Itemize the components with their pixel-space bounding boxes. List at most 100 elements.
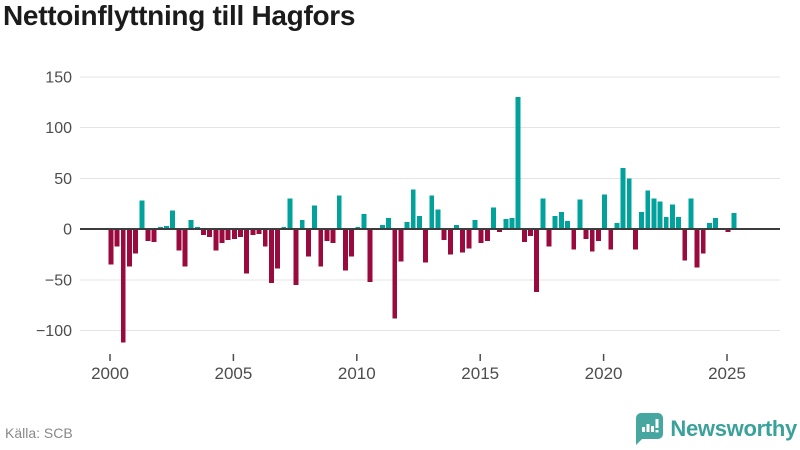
bar: [595, 229, 601, 242]
bar: [521, 229, 527, 243]
y-tick-label: 50: [54, 171, 72, 188]
bar: [336, 195, 342, 229]
bar: [676, 216, 682, 229]
bar: [330, 229, 336, 244]
bar: [386, 217, 392, 229]
y-tick-label: −50: [45, 272, 72, 289]
bar: [509, 217, 515, 229]
bar: [201, 229, 206, 236]
bar-chart: 150 100 50 0 −50 −100 2000 2005 2010 2015 2020 2025: [36, 69, 780, 383]
bar: [614, 222, 620, 229]
bar: [669, 204, 675, 229]
bar: [626, 178, 632, 229]
bar: [194, 226, 200, 229]
bar: [219, 229, 225, 244]
x-tick-label: 2005: [214, 364, 252, 383]
bar: [238, 229, 243, 238]
bar: [392, 229, 398, 319]
bar: [207, 229, 213, 238]
bar: [478, 229, 484, 244]
bar: [293, 229, 299, 285]
bar: [139, 200, 145, 229]
bar: [225, 229, 231, 241]
bar: [410, 189, 416, 229]
bar: [404, 221, 410, 229]
bar: [472, 219, 478, 229]
bar: [645, 190, 651, 229]
bar: [287, 198, 293, 229]
bar: [528, 229, 533, 237]
bar: [608, 229, 614, 250]
bar: [620, 168, 626, 229]
bar: [558, 211, 564, 229]
bar: [491, 207, 496, 229]
bar: [546, 229, 552, 247]
bar: [484, 229, 490, 242]
bar: [108, 229, 114, 265]
bar: [120, 229, 126, 343]
bar: [398, 229, 404, 262]
bar: [151, 229, 157, 243]
bar: [114, 229, 120, 247]
bar: [534, 229, 540, 292]
y-tick-label: 0: [63, 222, 72, 239]
x-tick-label: 2000: [91, 364, 129, 383]
y-tick-label: −100: [36, 323, 72, 340]
bar: [133, 229, 139, 254]
bar: [164, 225, 169, 229]
bar: [213, 229, 219, 251]
bar: [565, 220, 570, 229]
bar: [361, 213, 367, 229]
bar: [497, 229, 503, 233]
bar: [706, 222, 712, 229]
bar: [441, 229, 447, 241]
bar: [305, 229, 311, 257]
y-tick-label: 150: [45, 69, 72, 86]
bar: [367, 229, 373, 282]
bar: [503, 218, 509, 229]
bar: [182, 229, 188, 267]
bar: [429, 195, 435, 229]
bar: [342, 229, 348, 271]
bar: [694, 229, 700, 268]
bar: [447, 229, 453, 255]
bar: [713, 217, 719, 229]
bar: [299, 219, 305, 229]
bar: [515, 97, 521, 229]
bar: [127, 229, 132, 267]
bar: [583, 229, 589, 240]
newsworthy-logo-text: Newsworthy: [670, 416, 797, 441]
newsworthy-logo-icon: [636, 413, 664, 445]
bar: [577, 199, 583, 229]
x-tick-label: 2010: [338, 364, 376, 383]
bar: [188, 219, 194, 229]
bar: [312, 205, 318, 229]
bar: [639, 211, 645, 229]
bar: [349, 229, 355, 257]
bar: [552, 215, 558, 229]
bar: [157, 226, 163, 229]
bar: [435, 209, 441, 229]
bar: [571, 229, 577, 250]
bar: [602, 194, 607, 229]
bar: [170, 210, 176, 229]
bar: [324, 229, 330, 242]
bar: [231, 229, 237, 240]
x-tick-label: 2015: [461, 364, 499, 383]
bar: [256, 229, 262, 235]
bar: [145, 229, 151, 242]
bar: [688, 198, 694, 229]
bar: [725, 229, 731, 233]
bar: [657, 201, 663, 229]
y-tick-label: 100: [45, 120, 72, 137]
bar: [379, 224, 385, 229]
bar: [731, 212, 737, 229]
bar: [281, 226, 287, 229]
bar: [176, 229, 182, 251]
newsworthy-logo: Newsworthy: [635, 412, 797, 446]
bar: [454, 224, 459, 229]
bar: [632, 229, 638, 250]
bar: [682, 229, 688, 261]
bar: [651, 198, 657, 229]
